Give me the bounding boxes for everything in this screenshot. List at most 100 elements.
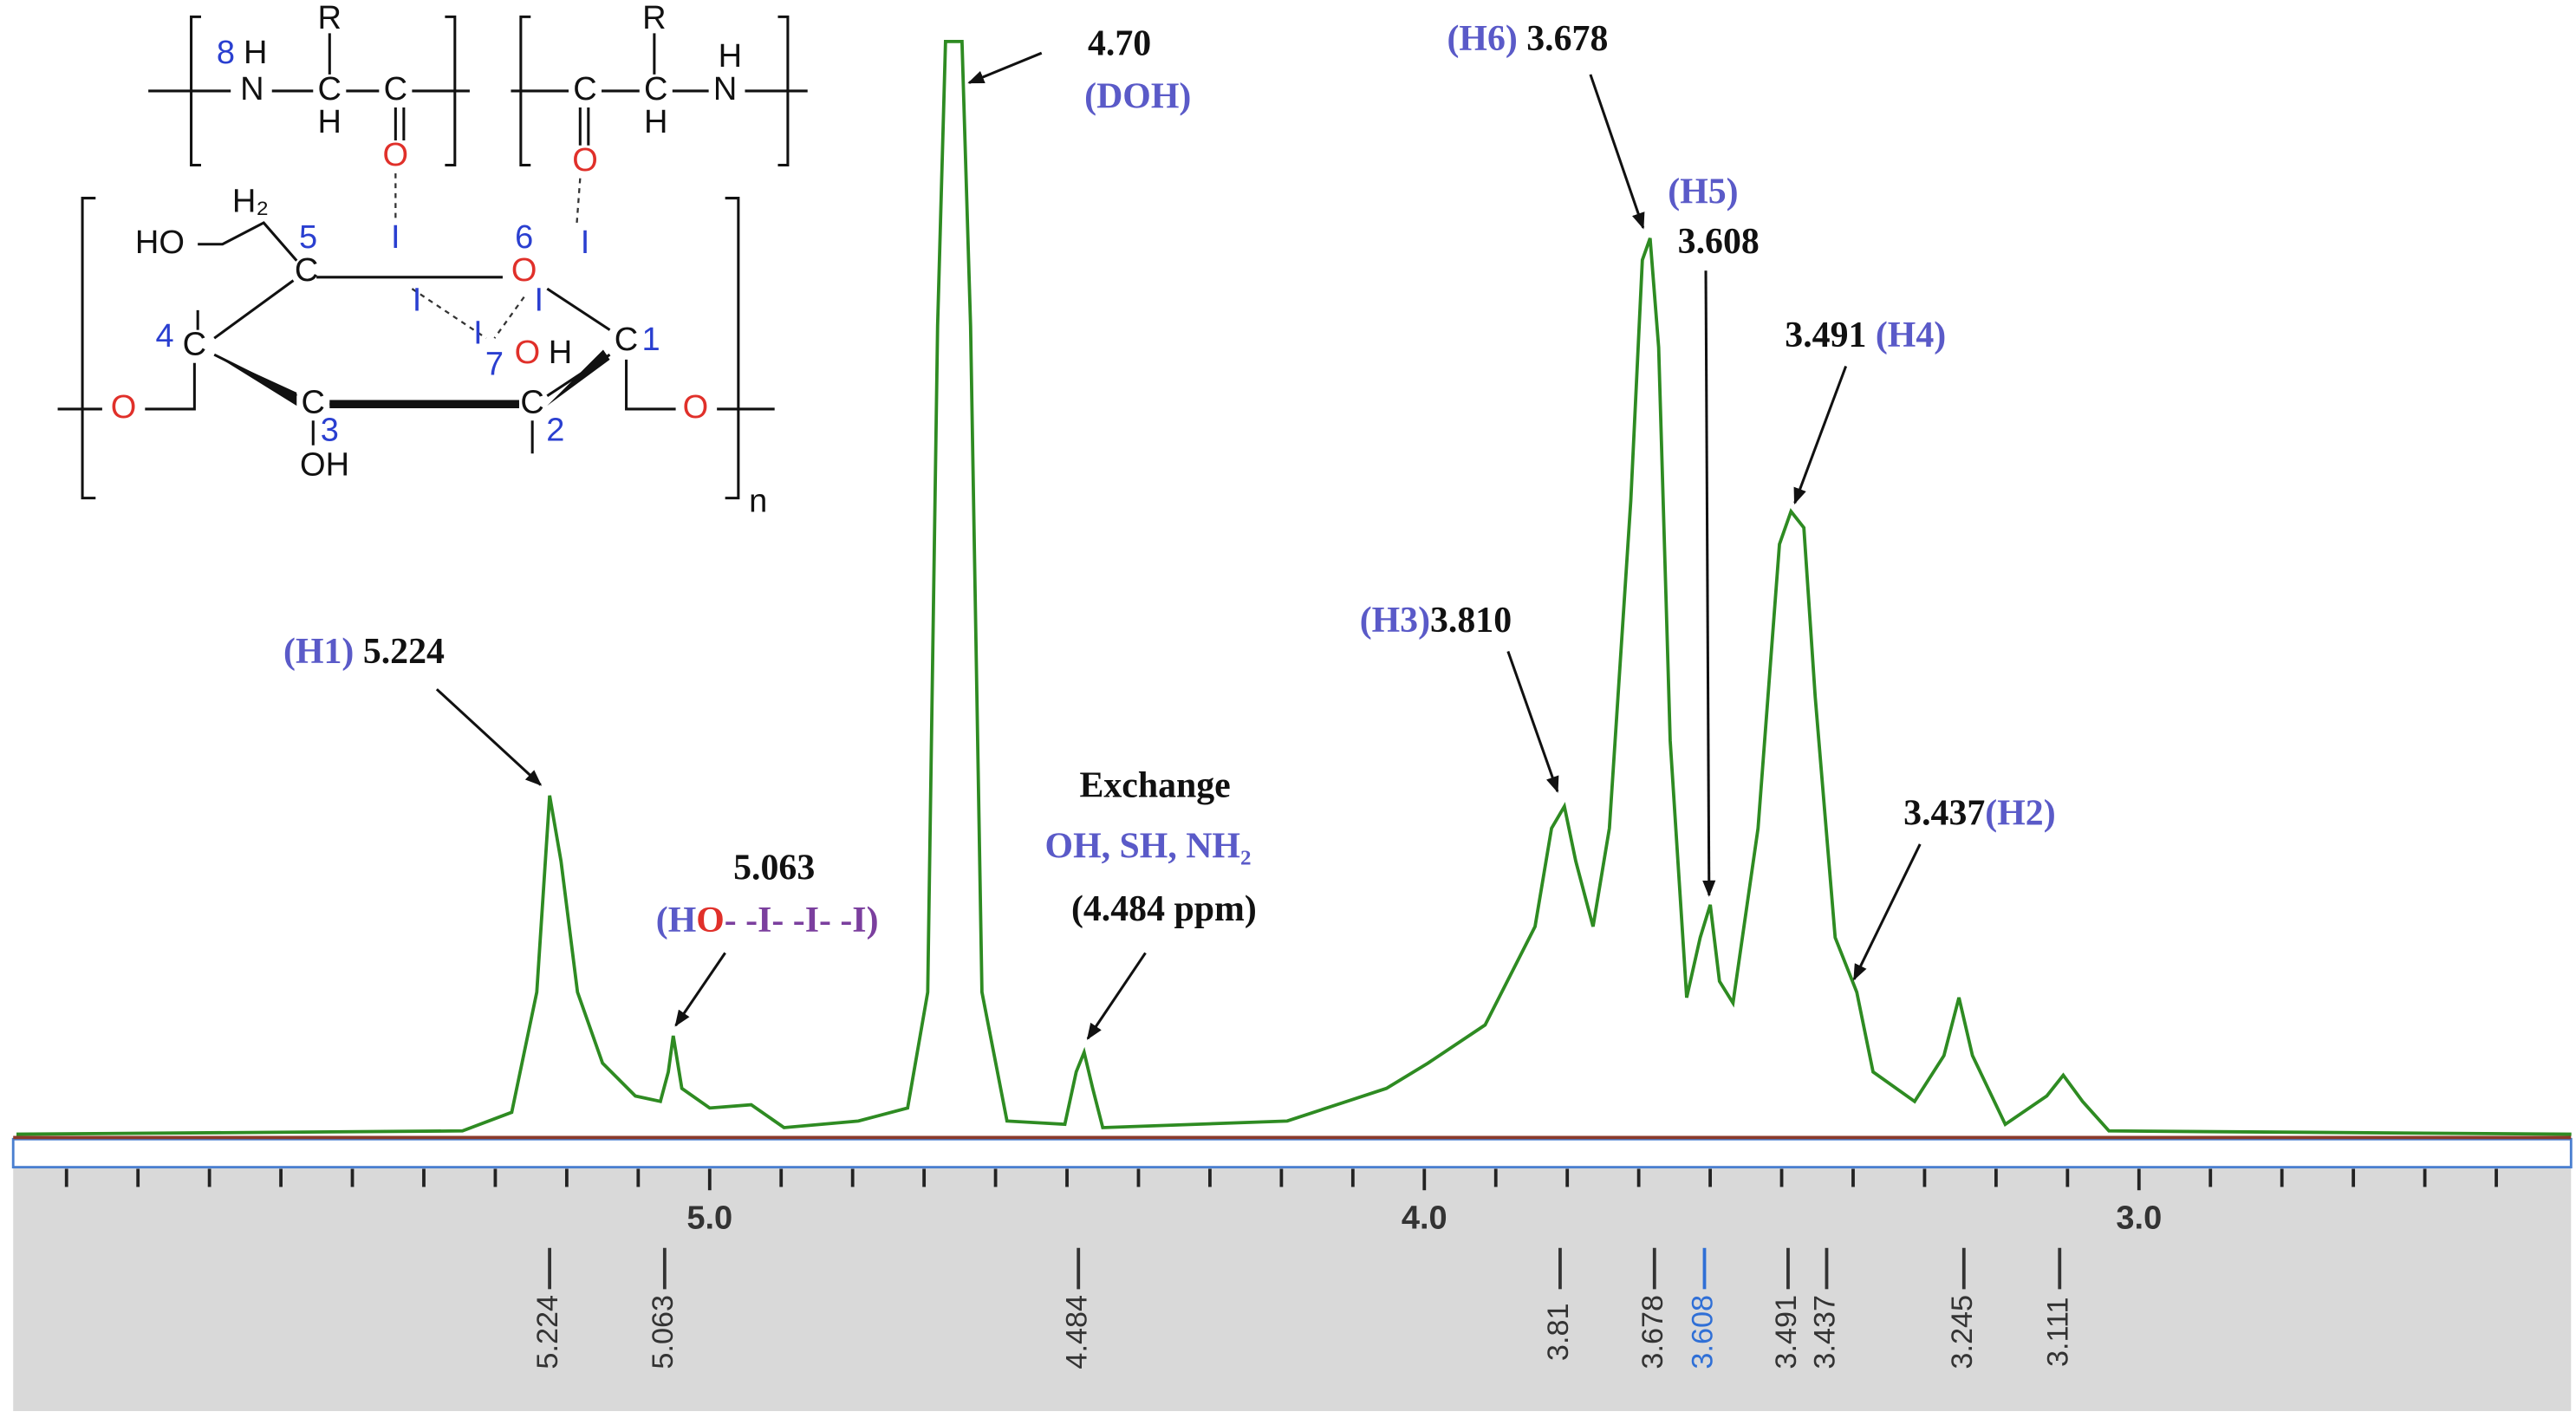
annotation-part: 5.063 [733, 848, 815, 888]
structure-label: C [615, 322, 638, 358]
structure-label: O [572, 142, 598, 179]
peak-label: 3.608 [1687, 1295, 1720, 1369]
structure-label: 3 [321, 413, 339, 449]
annotation-part: (H3) [1360, 601, 1430, 641]
annotation-part: OH, SH, NH₂ [1045, 826, 1252, 866]
annotation: 3.437(H2) [1903, 793, 2055, 833]
annotation-part: 3.810 [1430, 601, 1512, 641]
structure-label: I [534, 282, 543, 318]
structure-label: R [318, 0, 342, 36]
annotation-part: Exchange [1079, 765, 1230, 805]
structure-label: HO [135, 224, 185, 261]
annotation-part: 4.70 [1088, 23, 1151, 63]
structure-label: C [644, 71, 667, 107]
structure-label: C [520, 384, 543, 420]
peak-label: 5.063 [647, 1295, 680, 1369]
structure-label: R [642, 0, 666, 36]
structure-label: H [318, 104, 342, 140]
annotation: (H1) 5.224 [283, 632, 445, 672]
structure-label: O [111, 389, 137, 426]
annotation-arrow [1702, 270, 1716, 897]
peak-label: 5.224 [531, 1295, 564, 1369]
peak-label: 3.491 [1770, 1295, 1803, 1369]
annotation-part: (H [656, 901, 696, 940]
annotation-part: (H5) [1668, 172, 1738, 211]
structure-label: I [473, 315, 483, 351]
peak-label: 3.678 [1636, 1295, 1669, 1369]
annotation: 4.70 [1088, 23, 1151, 63]
structure-label: n [749, 483, 767, 519]
structure-label: H [549, 335, 572, 371]
annotation: 5.063 [733, 848, 815, 888]
spectrum [16, 40, 2572, 1136]
annotation: OH, SH, NH₂ [1045, 826, 1252, 866]
x-tick-label: 4.0 [1402, 1200, 1447, 1237]
annotation-part: 3.437 [1903, 793, 1985, 833]
annotation: 3.608 [1678, 221, 1760, 261]
annotation: Exchange [1079, 765, 1230, 805]
structure-label: I [413, 282, 422, 318]
structure-label: H [244, 35, 267, 71]
structure-label: C [318, 71, 342, 107]
annotation-part: - -I- -I- -I) [725, 901, 879, 940]
annotation: (DOH) [1084, 76, 1191, 116]
annotation-arrow [435, 688, 543, 786]
structure-label: C [384, 71, 407, 107]
structure-label: 7 [485, 347, 504, 383]
annotation-arrow [1506, 650, 1559, 793]
annotation-part: 3.608 [1678, 221, 1760, 261]
annotation-part: O [696, 901, 725, 940]
structure-label: H [644, 104, 667, 140]
peak-label: 3.81 [1542, 1303, 1575, 1361]
structure-label: OH [300, 447, 349, 484]
annotation: (4.484 ppm) [1071, 888, 1257, 928]
structure-label: N [713, 71, 737, 107]
scale-strip [11, 1137, 2573, 1169]
annotation: (HO- -I- -I- -I) [656, 901, 879, 940]
scale-band [13, 1167, 2572, 1412]
annotation-arrow [1086, 952, 1147, 1040]
peak-label: 3.111 [2041, 1297, 2074, 1367]
peak-label: 3.437 [1809, 1295, 1842, 1369]
annotation-part: 3.678 [1518, 18, 1609, 58]
structure-label: 8 [217, 35, 235, 71]
annotation-arrow [1793, 365, 1848, 505]
peak-label: 4.484 [1060, 1295, 1093, 1369]
annotation-part: (H4) [1876, 315, 1946, 355]
structure-label: H [719, 38, 742, 75]
structure-label: 4 [156, 318, 174, 354]
structure-label: O [515, 335, 541, 371]
annotation-arrow [967, 51, 1043, 84]
annotation-arrow [1589, 74, 1645, 230]
structure-label: 2 [546, 413, 564, 449]
annotation: (H6) 3.678 [1447, 18, 1608, 58]
structure-label: I [391, 219, 400, 256]
structure-label: O [511, 252, 537, 289]
annotation-part: 3.491 [1785, 315, 1876, 355]
annotation-part: (4.484 ppm) [1071, 888, 1257, 928]
annotation: (H5) [1668, 172, 1738, 211]
annotation-part: (H1) [283, 632, 354, 672]
structure-label: C [302, 384, 325, 420]
annotation-part: (DOH) [1084, 76, 1191, 116]
x-tick-label: 3.0 [2116, 1200, 2162, 1237]
structure-label: I [581, 224, 590, 261]
structure-label: O [683, 389, 709, 426]
structure-label: H₂ [232, 183, 269, 219]
structure-label: 1 [642, 322, 660, 358]
structure-label: C [573, 71, 596, 107]
annotation-part: 5.224 [354, 632, 445, 672]
structure-label: O [383, 137, 409, 173]
annotation: 3.491 (H4) [1785, 315, 1946, 355]
annotation: (H3)3.810 [1360, 601, 1512, 641]
structure-label: N [240, 71, 263, 107]
structure-label: 5 [299, 219, 317, 256]
peak-label: 3.245 [1946, 1295, 1979, 1369]
structure-label: C [183, 327, 206, 363]
structure-label: C [295, 252, 318, 289]
annotation-part: (H6) [1447, 18, 1517, 58]
x-tick-label: 5.0 [686, 1200, 732, 1237]
structure-label: 6 [515, 219, 533, 256]
annotation-arrow [1852, 843, 1922, 981]
